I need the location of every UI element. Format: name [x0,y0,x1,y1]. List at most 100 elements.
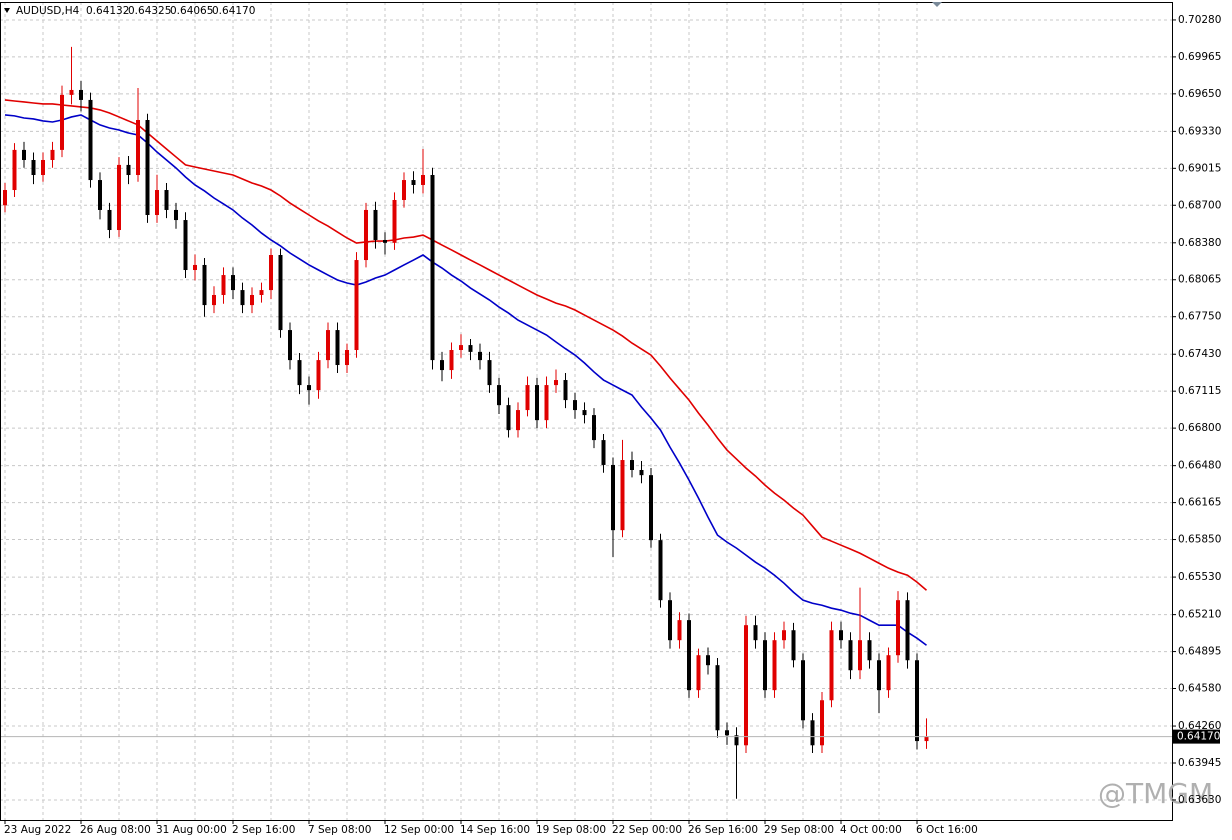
candle-body [31,159,36,176]
y-tick-label: 0.64895 [1178,646,1221,658]
candle-body [886,655,891,691]
candle-body [753,625,758,641]
candle-body [440,360,444,371]
chart-title: AUDUSD,H4 [16,5,80,17]
candle-body [478,351,482,361]
candle-body [487,360,492,386]
x-tick-label: 6 Oct 16:00 [916,824,978,836]
candle-body [772,640,777,691]
candle-body [763,640,767,691]
y-tick-label: 0.63945 [1178,757,1221,769]
candle-body [668,600,672,641]
candle-body [924,736,929,742]
x-tick-label: 14 Sep 16:00 [460,824,530,836]
x-tick-label: 29 Sep 08:00 [764,824,834,836]
candle-body [459,345,463,351]
candle-body [345,350,349,366]
candle-body [278,255,283,331]
candle-body [449,350,454,371]
candle-body [364,209,368,261]
x-tick-label: 26 Sep 16:00 [688,824,758,836]
y-tick-label: 0.69015 [1178,162,1221,174]
candle-body [212,294,216,306]
plot-frame [0,2,1173,821]
candle-body [829,630,834,701]
y-tick-label: 0.66800 [1178,422,1221,434]
candle-body [744,625,748,746]
candle-body [649,475,653,541]
y-tick-label: 0.68065 [1178,274,1221,286]
candle-body [12,149,17,191]
candle-body [202,264,207,306]
candle-body [905,600,910,661]
candle-body [307,385,311,391]
candle-body [839,630,843,641]
candle-body [497,385,501,406]
watermark: @TMGM [1098,777,1213,810]
candle-body [240,290,245,306]
candle-body [250,294,254,306]
candle-body [677,620,682,641]
x-tick-label: 7 Sep 08:00 [308,824,371,836]
candle-body [41,159,45,176]
candle-body [411,180,416,185]
y-tick-label: 0.69965 [1178,51,1221,63]
ohlc-open: 0.64132 [86,5,129,17]
candle-body [554,380,558,386]
candle-body [259,290,264,295]
candle-body [506,405,511,431]
moving-average [4,114,927,646]
y-tick-label: 0.66480 [1178,460,1221,472]
menu-arrow[interactable] [4,8,10,13]
candle-body [392,199,397,243]
y-tick-label: 0.64580 [1178,683,1221,695]
y-tick-label: 0.68700 [1178,199,1221,211]
candle-body [421,175,425,185]
candle-body [50,149,55,160]
candle-body [117,164,121,231]
candle-body [155,190,159,216]
x-tick-label: 22 Sep 00:00 [612,824,682,836]
candle-body [60,94,64,150]
candle-body [592,415,596,441]
candle-body [801,660,805,721]
candle-body [98,180,102,210]
x-tick-label: 26 Aug 08:00 [80,824,151,836]
candle-body [316,360,321,391]
candle-body [288,330,292,361]
y-tick-label: 0.69330 [1178,125,1221,137]
candle-body [630,460,634,470]
candle-body [174,209,178,221]
candle-body [269,255,273,291]
y-tick-label: 0.65210 [1178,609,1221,621]
candle-body [136,119,140,176]
candle-body [354,260,359,351]
candle-body [858,640,862,671]
candle-body [88,99,93,181]
current-price-label: 0.64170 [1177,731,1220,743]
candle-body [326,330,330,361]
candle-body [782,630,786,641]
y-tick-label: 0.66165 [1178,497,1221,509]
candle-body [3,190,7,206]
candle-body [696,655,701,691]
ohlc-close: 0.64170 [212,5,255,17]
y-tick-label: 0.67430 [1178,348,1221,360]
candle-body [164,190,169,210]
candle-body [658,540,663,601]
candle-body [734,735,739,746]
candle-body [525,385,530,411]
y-tick-label: 0.65850 [1178,534,1221,546]
x-tick-label: 19 Sep 08:00 [536,824,606,836]
candle-body [193,264,197,271]
x-tick-label: 12 Sep 00:00 [384,824,454,836]
x-tick-label: 31 Aug 00:00 [156,824,227,836]
candle-body [715,665,720,731]
candle-body [145,119,150,216]
y-tick-label: 0.70280 [1178,14,1221,26]
candle-body [402,180,406,200]
candle-body [373,209,378,240]
candle-body [107,209,112,231]
candle-body [639,469,644,476]
